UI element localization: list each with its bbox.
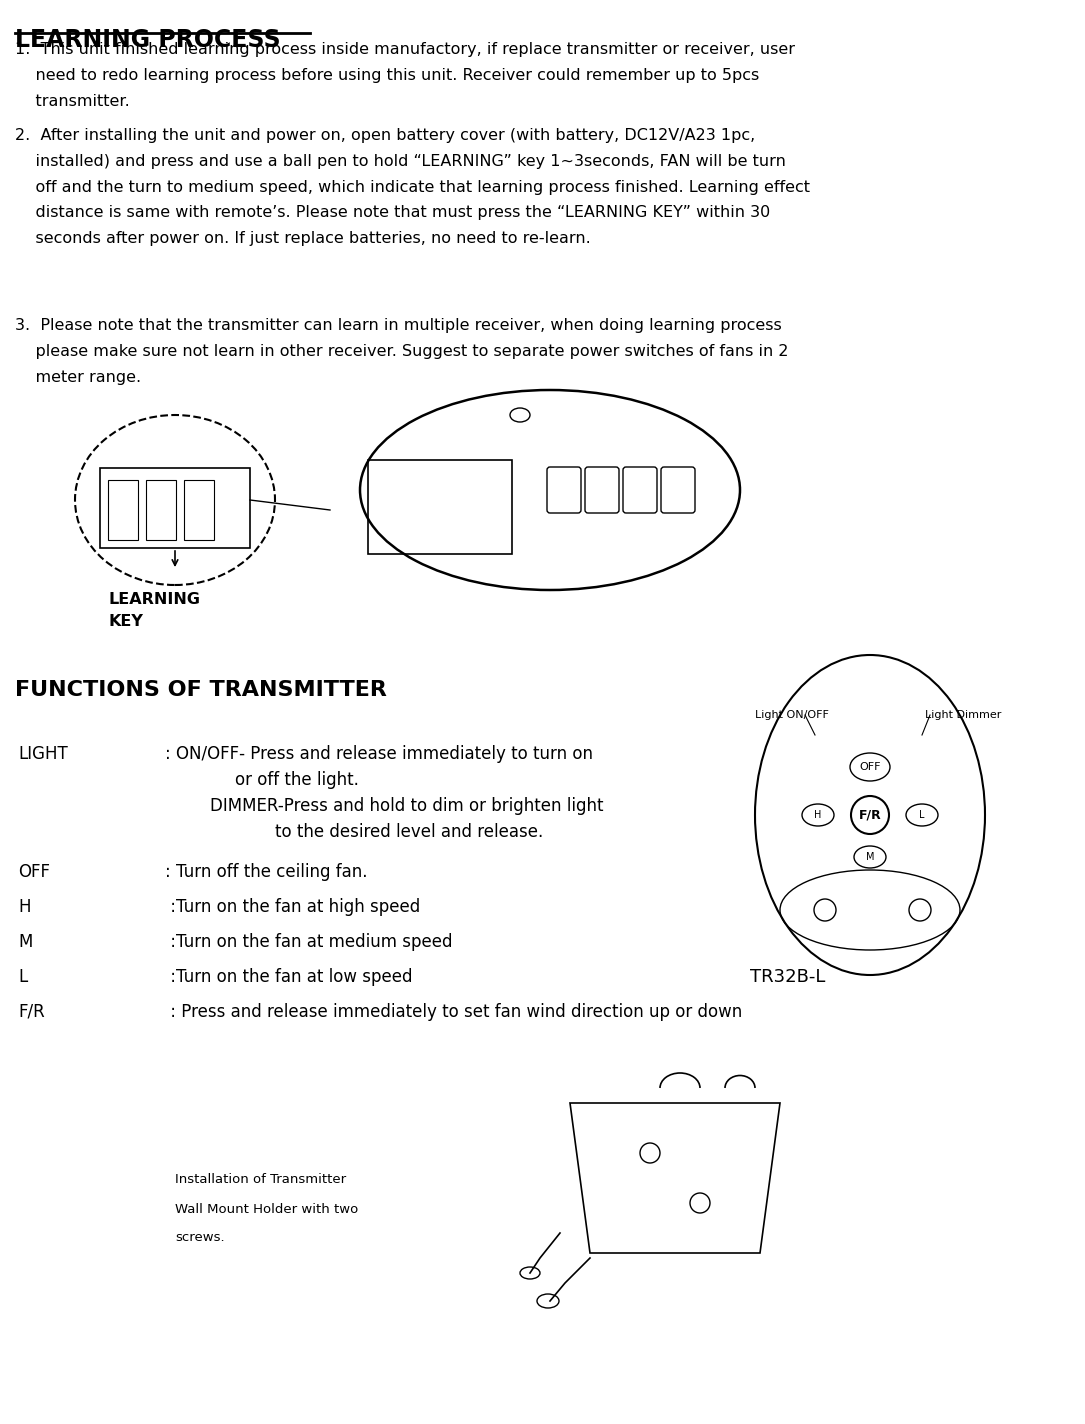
Text: M: M bbox=[18, 933, 33, 951]
Text: OFF: OFF bbox=[859, 762, 881, 772]
Polygon shape bbox=[570, 1104, 780, 1253]
Text: LEARNING
KEY: LEARNING KEY bbox=[108, 592, 200, 629]
Text: 3.  Please note that the transmitter can learn in multiple receiver, when doing : 3. Please note that the transmitter can … bbox=[15, 318, 789, 384]
Text: M: M bbox=[866, 852, 875, 862]
Text: : ON/OFF- Press and release immediately to turn on: : ON/OFF- Press and release immediately … bbox=[165, 745, 593, 763]
Text: Installation of Transmitter: Installation of Transmitter bbox=[175, 1173, 346, 1186]
Text: screws.: screws. bbox=[175, 1230, 225, 1245]
Text: 2.  After installing the unit and power on, open battery cover (with battery, DC: 2. After installing the unit and power o… bbox=[15, 128, 810, 246]
Text: LIGHT: LIGHT bbox=[18, 745, 67, 763]
Text: Light Dimmer: Light Dimmer bbox=[926, 711, 1001, 721]
Text: TR32B-L: TR32B-L bbox=[750, 968, 826, 985]
Text: L: L bbox=[919, 810, 924, 820]
Text: :Turn on the fan at low speed: :Turn on the fan at low speed bbox=[165, 968, 412, 985]
Text: :Turn on the fan at medium speed: :Turn on the fan at medium speed bbox=[165, 933, 452, 951]
Text: : Turn off the ceiling fan.: : Turn off the ceiling fan. bbox=[165, 863, 368, 881]
Text: FUNCTIONS OF TRANSMITTER: FUNCTIONS OF TRANSMITTER bbox=[15, 681, 387, 701]
Text: L: L bbox=[18, 968, 27, 985]
Text: : Press and release immediately to set fan wind direction up or down: : Press and release immediately to set f… bbox=[165, 1002, 742, 1021]
Text: to the desired level and release.: to the desired level and release. bbox=[275, 823, 544, 842]
Text: OFF: OFF bbox=[18, 863, 50, 881]
Text: 1.  This unit finished learning process inside manufactory, if replace transmitt: 1. This unit finished learning process i… bbox=[15, 41, 795, 108]
Text: :Turn on the fan at high speed: :Turn on the fan at high speed bbox=[165, 899, 420, 916]
Text: H: H bbox=[18, 899, 30, 916]
Text: F/R: F/R bbox=[18, 1002, 44, 1021]
Text: H: H bbox=[815, 810, 821, 820]
Text: DIMMER-Press and hold to dim or brighten light: DIMMER-Press and hold to dim or brighten… bbox=[210, 797, 603, 815]
Text: LEARNING PROCESS: LEARNING PROCESS bbox=[15, 28, 281, 53]
Text: Wall Mount Holder with two: Wall Mount Holder with two bbox=[175, 1203, 358, 1216]
Text: F/R: F/R bbox=[858, 809, 881, 822]
Text: Light ON/OFF: Light ON/OFF bbox=[755, 711, 829, 721]
Text: or off the light.: or off the light. bbox=[235, 770, 359, 789]
